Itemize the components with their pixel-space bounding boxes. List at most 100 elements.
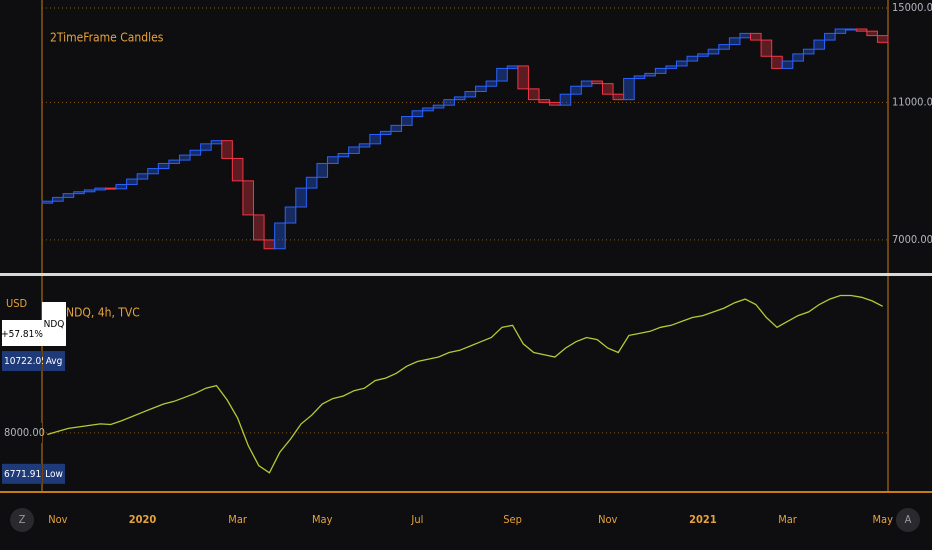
scale-button[interactable]: [10, 508, 34, 532]
scale-button-label[interactable]: A: [905, 513, 912, 526]
x-tick-label: 2021: [689, 513, 717, 526]
x-tick-label: May: [872, 513, 893, 526]
candle-box: [750, 32, 762, 41]
candle-box: [295, 187, 307, 208]
price-marker-name: Avg: [46, 356, 63, 367]
price-marker-box: [2, 351, 42, 372]
candle-box: [739, 32, 752, 39]
change-box: [2, 320, 42, 346]
candle-box: [231, 157, 244, 182]
price-line: [47, 294, 883, 474]
price-marker-tag: [43, 351, 65, 372]
candle-box: [601, 83, 614, 95]
bottom-pane-title: NDQ, 4h, TVC: [66, 306, 140, 320]
y-tick-label: 11000.00: [892, 95, 932, 108]
candle-box: [210, 140, 223, 145]
price-marker-name: Low: [45, 469, 63, 480]
y-tick-label: 7000.00: [892, 233, 932, 246]
candle-box: [157, 162, 170, 170]
candle-box: [274, 222, 286, 250]
candle-box: [855, 28, 868, 32]
candle-box: [464, 91, 477, 98]
candle-box: [654, 67, 667, 74]
candle-box: [728, 37, 741, 46]
symbol-box: [42, 302, 66, 346]
candle-box: [147, 168, 159, 175]
candle-box: [221, 140, 233, 159]
candle-box: [591, 80, 603, 85]
candle-box: [189, 149, 202, 156]
price-marker-value: 10722.05: [4, 356, 47, 367]
candle-box: [612, 93, 625, 101]
candle-box: [126, 178, 138, 185]
y-tick-box: [2, 422, 42, 443]
candle-box: [327, 156, 339, 164]
candle-box: [337, 152, 350, 158]
candle-box: [41, 200, 54, 204]
candle-box: [697, 53, 709, 57]
candle-box: [496, 67, 508, 82]
candle-box: [559, 93, 572, 106]
scale-button-label[interactable]: Z: [19, 513, 26, 526]
candle-box: [633, 75, 646, 79]
candle-box: [866, 30, 878, 37]
candle-box: [284, 206, 297, 224]
candle-box: [845, 28, 857, 31]
candle-box: [665, 65, 677, 69]
candle-box: [305, 176, 318, 189]
candle-box: [580, 80, 593, 87]
candle-box: [62, 193, 75, 198]
candle-box: [401, 116, 413, 126]
candle-box: [485, 80, 498, 87]
candle-box: [686, 55, 699, 62]
candle-box: [771, 55, 783, 69]
x-tick-label: Nov: [598, 513, 617, 526]
candle-box: [73, 191, 85, 195]
candle-box: [506, 65, 519, 69]
candle-box: [115, 183, 128, 190]
price-marker-tag: [43, 463, 65, 484]
candle-box: [242, 180, 255, 216]
candle-box: [316, 162, 329, 178]
price-marker-box: [2, 463, 42, 484]
candle-box: [570, 85, 582, 95]
candle-box: [369, 133, 381, 145]
x-tick-label: Sep: [503, 513, 522, 526]
candle-box: [104, 187, 117, 190]
candle-box: [802, 48, 815, 55]
y-tick-label: 8000.00: [4, 426, 45, 439]
candle-box: [168, 159, 180, 164]
price-marker-value: 6771.91: [4, 469, 41, 480]
top-pane-title: 2TimeFrame Candles: [50, 31, 164, 45]
change-label: +57.81%: [1, 329, 43, 340]
candle-box: [390, 124, 403, 132]
candle-box: [200, 143, 212, 151]
x-tick-label: Mar: [228, 513, 248, 526]
candle-box: [792, 53, 804, 62]
pane-separator: [0, 273, 932, 276]
candle-box: [644, 72, 656, 77]
candle-box: [676, 60, 688, 67]
candle-box: [253, 214, 265, 241]
candle-box: [517, 65, 529, 90]
x-tick-label: Mar: [778, 513, 798, 526]
candle-box: [538, 99, 551, 103]
scale-button[interactable]: [896, 508, 920, 532]
candle-box: [813, 39, 826, 50]
candle-box: [348, 146, 360, 154]
candle-box: [834, 28, 847, 34]
candle-box: [760, 39, 773, 57]
candle-box: [52, 196, 64, 202]
candle-box: [411, 110, 424, 118]
x-tick-label: Nov: [48, 513, 67, 526]
candle-box: [707, 48, 720, 55]
candle-box: [527, 88, 540, 101]
candle-box: [136, 173, 149, 180]
candle-box: [358, 143, 371, 148]
x-tick-label: Jul: [410, 513, 423, 526]
y-tick-label: 15000.00: [892, 1, 932, 14]
candle-box: [475, 85, 487, 93]
candle-box: [549, 101, 561, 106]
candle-box: [453, 96, 466, 101]
